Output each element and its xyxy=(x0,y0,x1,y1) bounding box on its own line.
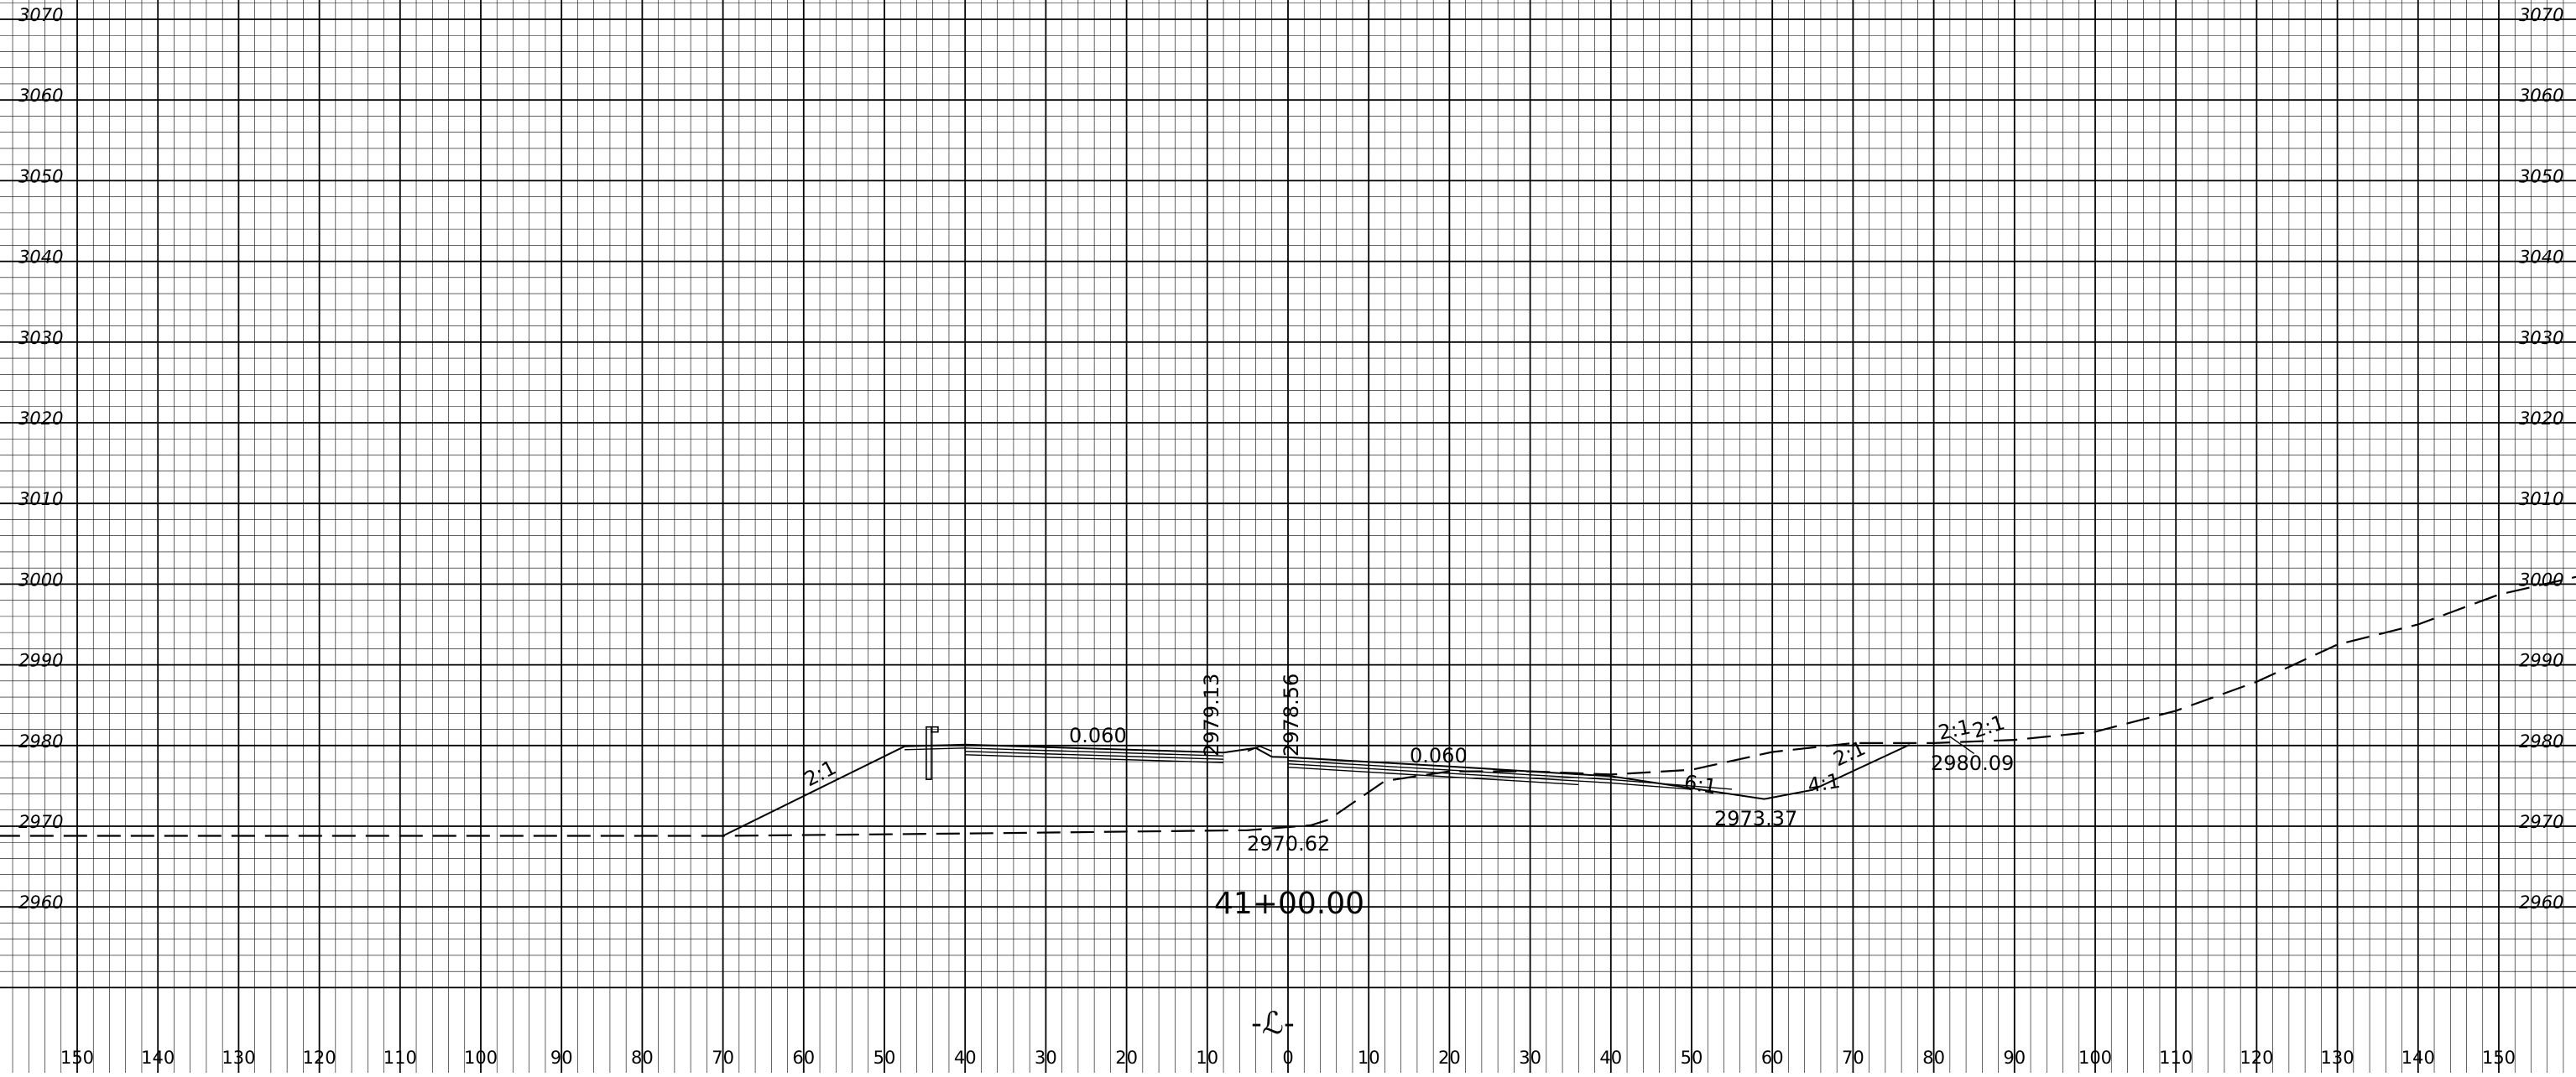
offset-label: 150 xyxy=(60,1048,94,1068)
offset-label: 100 xyxy=(464,1048,498,1068)
catch-slope-label-b: 2:1 xyxy=(1969,710,2007,743)
elevation-label-left: 3050 xyxy=(18,166,63,186)
station-label: 41+00.00 xyxy=(1214,887,1364,921)
offset-label: 90 xyxy=(2003,1048,2026,1068)
offset-label: 120 xyxy=(2240,1048,2273,1068)
offset-label: 110 xyxy=(383,1048,417,1068)
pavement-layer-right-1 xyxy=(1287,760,1733,790)
elevation-label-right: 2980 xyxy=(2519,731,2563,752)
existing-ground-line xyxy=(0,575,2576,837)
elevation-label-left: 3030 xyxy=(18,328,63,348)
cross-slope-label-right: 0.060 xyxy=(1410,744,1468,767)
offset-label: 100 xyxy=(2078,1048,2112,1068)
pavement-layer-left-1 xyxy=(904,747,1224,757)
centerline-symbol: -ℒ- xyxy=(1251,1007,1295,1041)
slope-label-left: 2:1 xyxy=(800,756,840,791)
ditch-slope-label-right: 4:1 xyxy=(1806,769,1842,798)
elevation-label-right: 2970 xyxy=(2519,812,2563,832)
annotations: 2:1 0.060 2979.13 2978.56 0.060 6:1 4:1 … xyxy=(800,674,2014,1041)
edge-elevation-right: 2978.56 xyxy=(1280,674,1303,757)
ground-elevation: 2970.62 xyxy=(1247,832,1330,856)
elevation-label-right: 2960 xyxy=(2519,892,2563,913)
catch-leader xyxy=(1949,736,1975,754)
offset-label: 110 xyxy=(2159,1048,2193,1068)
pavement-layer-right-3 xyxy=(1287,767,1579,786)
guardrail-block xyxy=(931,726,939,733)
offset-label: 60 xyxy=(1761,1048,1784,1068)
elevation-label-right: 3050 xyxy=(2519,166,2563,186)
offset-label: 0 xyxy=(1282,1048,1293,1068)
elevation-label-right: 3060 xyxy=(2519,86,2563,106)
offset-label: 40 xyxy=(954,1048,977,1068)
elevation-label-right: 3010 xyxy=(2519,489,2563,509)
offset-label: 10 xyxy=(1358,1048,1380,1068)
right-elevation-labels: 3070 3060 3050 3040 3030 3020 3010 3000 2990 2980… xyxy=(2519,5,2563,913)
offset-labels: 150 140 130 120 110 100 90 80 70 60 50 40 30 20 10 0 10 2… xyxy=(60,1048,2516,1068)
offset-label: 90 xyxy=(550,1048,573,1068)
pavement-layer-right-2 xyxy=(1287,763,1692,790)
offset-label: 50 xyxy=(873,1048,896,1068)
elevation-label-left: 2970 xyxy=(18,812,63,832)
elevation-label-right: 3000 xyxy=(2519,570,2563,590)
offset-label: 130 xyxy=(222,1048,255,1068)
finished-grade-line xyxy=(722,743,1911,837)
elevation-label-right: 3070 xyxy=(2519,5,2563,25)
offset-label: 130 xyxy=(2321,1048,2354,1068)
elevation-label-left: 2980 xyxy=(18,731,63,752)
offset-label: 140 xyxy=(2401,1048,2435,1068)
offset-label: 120 xyxy=(303,1048,336,1068)
cross-slope-label-left: 0.060 xyxy=(1069,724,1127,747)
offset-label: 80 xyxy=(631,1048,654,1068)
offset-label: 140 xyxy=(141,1048,175,1068)
offset-label: 20 xyxy=(1115,1048,1138,1068)
elevation-label-left: 2960 xyxy=(18,892,63,913)
offset-label: 20 xyxy=(1438,1048,1461,1068)
elevation-label-left: 3070 xyxy=(18,5,63,25)
left-elevation-labels: 3070 3060 3050 3040 3030 3020 3010 3000 2990 2980… xyxy=(18,5,63,913)
elevation-label-right: 3040 xyxy=(2519,247,2563,268)
offset-label: 80 xyxy=(1922,1048,1945,1068)
guardrail-post xyxy=(926,726,932,781)
pavement-layer-left-2 xyxy=(965,751,1224,760)
elevation-label-left: 3060 xyxy=(18,86,63,106)
catch-slope-label-a: 2:1 xyxy=(1936,715,1973,744)
elevation-label-left: 2990 xyxy=(18,651,63,671)
elevation-label-left: 3000 xyxy=(18,570,63,590)
elevation-label-left: 3040 xyxy=(18,247,63,268)
offset-label: 40 xyxy=(1599,1048,1622,1068)
offset-label: 30 xyxy=(1035,1048,1057,1068)
ditch-elevation: 2973.37 xyxy=(1714,807,1797,830)
offset-label: 70 xyxy=(712,1048,734,1068)
edge-elevation-left: 2979.13 xyxy=(1200,674,1223,757)
offset-label: 50 xyxy=(1681,1048,1703,1068)
elevation-label-left: 3020 xyxy=(18,408,63,429)
proposed-template xyxy=(722,726,1975,837)
elevation-label-right: 2990 xyxy=(2519,651,2563,671)
offset-label: 30 xyxy=(1519,1048,1541,1068)
offset-label: 150 xyxy=(2482,1048,2516,1068)
median-notch xyxy=(1247,745,1273,752)
ditch-slope-label-left: 6:1 xyxy=(1682,770,1718,799)
pavement-layer-left-3 xyxy=(965,754,1224,763)
offset-label: 60 xyxy=(792,1048,815,1068)
offset-label: 70 xyxy=(1842,1048,1864,1068)
elevation-label-right: 3020 xyxy=(2519,408,2563,429)
catch-elevation: 2980.09 xyxy=(1931,752,2014,775)
elevation-label-right: 3030 xyxy=(2519,328,2563,348)
offset-label: 10 xyxy=(1196,1048,1218,1068)
elevation-label-left: 3010 xyxy=(18,489,63,509)
